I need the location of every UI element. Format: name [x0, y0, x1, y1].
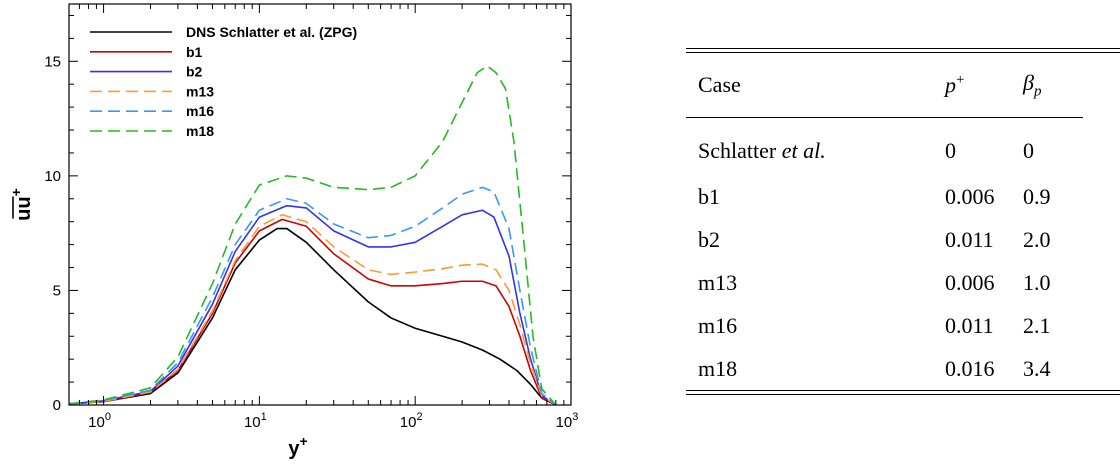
legend-label: b1	[186, 44, 203, 60]
cell-p-plus: 0.006	[945, 183, 995, 209]
header-case: Case	[698, 72, 741, 97]
series-line-b1	[69, 218, 557, 405]
cell-case: Schlatter et al.	[698, 137, 826, 163]
cell-beta-p: 3.4	[1023, 355, 1051, 381]
cell-case: b2	[698, 226, 720, 252]
table-header-row: Case p+ βp	[686, 53, 1083, 118]
series-line-m16	[69, 186, 557, 405]
legend-label: m13	[186, 83, 214, 99]
x-axis-title: y+	[288, 433, 307, 460]
plot-frame	[68, 3, 572, 406]
cell-case: m16	[698, 312, 738, 338]
legend-label: m18	[186, 123, 214, 139]
top-rule-second	[686, 52, 1120, 53]
bottom-rule-second	[686, 394, 1120, 395]
table-row: b2 0.011 2.0	[686, 218, 1083, 261]
y-axis-title: uu+	[8, 188, 35, 221]
cell-beta-p: 0	[1023, 137, 1034, 163]
header-beta-p: βp	[1023, 69, 1042, 100]
cases-table: Case p+ βp Schlatter et al. 0 0 b1 0.006 0.9 b…	[686, 53, 1083, 390]
cell-beta-p: 2.1	[1023, 312, 1051, 338]
series-line-m18	[69, 65, 557, 405]
table-row: m13 0.006 1.0	[686, 261, 1083, 304]
y-tick-label: 10	[44, 168, 61, 185]
cell-beta-p: 1.0	[1023, 269, 1051, 295]
cell-p-plus: 0.011	[945, 226, 994, 252]
cell-case: b1	[698, 183, 720, 209]
table-row: m16 0.011 2.1	[686, 304, 1083, 347]
legend: DNS Schlatter et al. (ZPG) b1 b2 m13 m16 m18	[90, 24, 357, 139]
axes: 0 5 10 15 100 101 102 103 y+ uu+	[8, 3, 579, 460]
x-tick-label: 100	[88, 411, 111, 431]
x-tick-label: 102	[400, 411, 423, 431]
table-row: Schlatter et al. 0 0	[686, 118, 1083, 175]
y-tick-label: 15	[44, 53, 61, 70]
header-p-plus: p+	[945, 71, 965, 98]
cell-p-plus: 0.016	[945, 355, 995, 381]
cases-table-container: Case p+ βp Schlatter et al. 0 0 b1 0.006 0.9 b…	[686, 48, 1120, 395]
cell-p-plus: 0.006	[945, 269, 995, 295]
series-line-b2	[69, 204, 557, 405]
cell-case: m18	[698, 355, 738, 381]
cell-beta-p: 2.0	[1023, 226, 1051, 252]
table-row: m18 0.016 3.4	[686, 347, 1083, 390]
series-line-m13	[69, 214, 557, 405]
x-tick-label: 101	[244, 411, 267, 431]
y-tick-label: 0	[53, 397, 61, 414]
top-rule	[686, 48, 1120, 49]
velocity-fluctuation-chart: 0 5 10 15 100 101 102 103 y+ uu+ DNS Schlatter et…	[8, 3, 579, 460]
table-body: Schlatter et al. 0 0 b1 0.006 0.9 b2 0.011 2.0 m1…	[686, 117, 1083, 391]
y-tick-label: 5	[53, 282, 61, 299]
cell-p-plus: 0	[945, 137, 956, 163]
header-divider	[686, 117, 1083, 118]
table-row: b1 0.006 0.9	[686, 175, 1083, 218]
series-line-dns-schlatter-et-al-zpg	[69, 227, 557, 405]
x-tick-label: 103	[556, 411, 579, 431]
legend-label: DNS Schlatter et al. (ZPG)	[186, 24, 357, 40]
cell-beta-p: 0.9	[1023, 183, 1051, 209]
legend-label: m16	[186, 103, 214, 119]
legend-label: b2	[186, 64, 203, 80]
y-axis-title-text: uu+	[8, 188, 35, 221]
cell-case: m13	[698, 269, 738, 295]
series-lines	[69, 65, 557, 405]
cell-p-plus: 0.011	[945, 312, 994, 338]
bottom-rule	[686, 390, 1120, 391]
